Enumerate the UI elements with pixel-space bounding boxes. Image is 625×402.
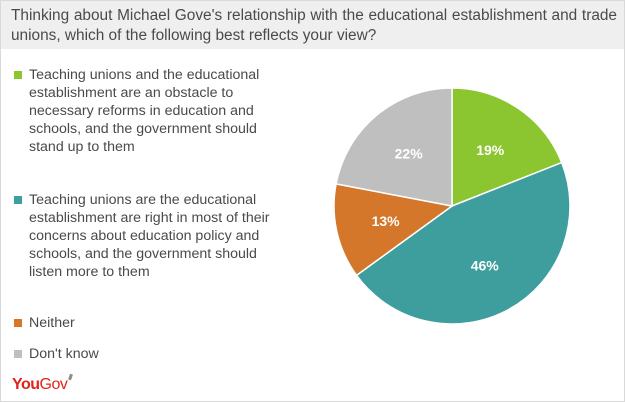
legend-swatch bbox=[14, 71, 22, 79]
slice-label-3: 22% bbox=[395, 146, 424, 162]
chart-title: Thinking about Michael Gove's relationsh… bbox=[11, 7, 617, 44]
yougov-logo: YouGov bbox=[12, 373, 74, 394]
slice-label-2: 13% bbox=[372, 213, 401, 229]
legend-swatch bbox=[14, 196, 22, 204]
legend-label: Don't know bbox=[29, 346, 99, 362]
legend-swatch bbox=[14, 350, 22, 358]
pie-slice-1 bbox=[355, 161, 571, 325]
pie-slice-2 bbox=[333, 183, 454, 277]
legend-label: Neither bbox=[29, 315, 75, 331]
legend-label: Teaching unions are the educational esta… bbox=[29, 192, 270, 280]
slice-label-0: 19% bbox=[476, 142, 505, 158]
legend-label: Teaching unions and the educational esta… bbox=[29, 67, 260, 155]
slice-label-1: 46% bbox=[471, 258, 500, 274]
pie-slice-0 bbox=[451, 87, 563, 208]
pie-slice-3 bbox=[335, 87, 453, 207]
legend-swatch bbox=[14, 319, 22, 327]
title-bar: Thinking about Michael Gove's relationsh… bbox=[1, 1, 624, 49]
